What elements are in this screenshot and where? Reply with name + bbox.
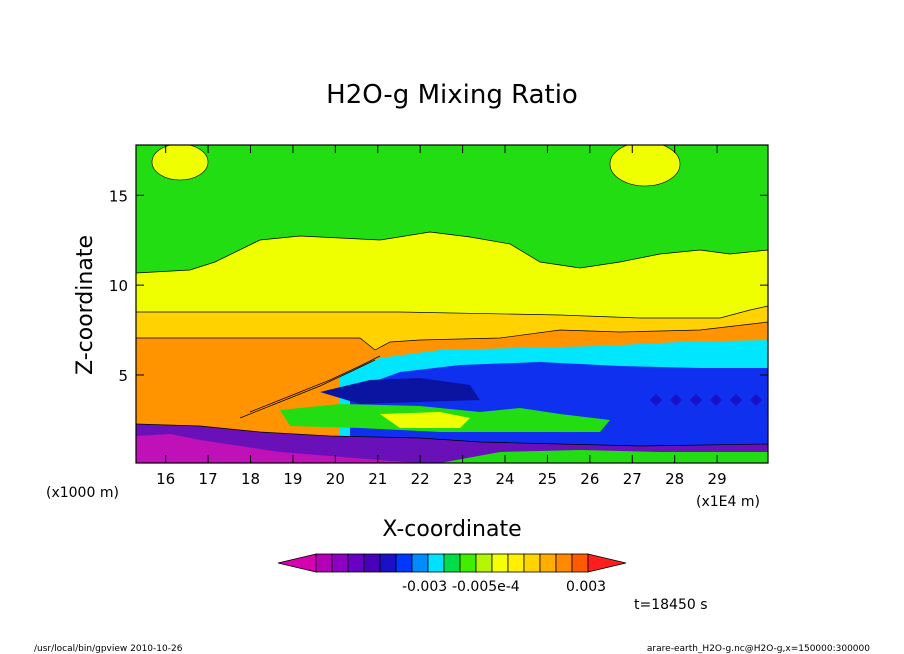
plot-area <box>136 145 768 463</box>
colorbar-arrow-low <box>277 553 317 573</box>
footer-right: arare-earth_H2O-g.nc@H2O-g,x=150000:3000… <box>647 644 870 654</box>
x-tick-label: 20 <box>326 470 345 488</box>
x-axis: 16 17 18 19 20 21 22 23 24 25 26 27 28 29 <box>156 145 727 488</box>
x-tick-label: 17 <box>199 470 218 488</box>
colorbar-segment <box>507 553 525 573</box>
x-units-label: (x1E4 m) <box>696 494 760 510</box>
y-axis-label: Z-coordinate <box>73 235 98 375</box>
time-label: t=18450 s <box>634 597 708 613</box>
x-tick-label: 16 <box>156 470 175 488</box>
band-bottom-green <box>440 450 768 463</box>
x-tick-label: 26 <box>580 470 599 488</box>
colorbar-segment <box>347 553 365 573</box>
x-tick-label: 25 <box>538 470 557 488</box>
x-tick-label: 28 <box>665 470 684 488</box>
colorbar-segment <box>459 553 477 573</box>
y-tick-label: 5 <box>118 367 128 385</box>
chart-title: H2O-g Mixing Ratio <box>326 80 578 110</box>
plot-frame <box>135 144 769 464</box>
colorbar-segment <box>379 553 397 573</box>
x-tick-label: 24 <box>495 470 514 488</box>
x-tick-label: 22 <box>411 470 430 488</box>
colorbar-segment <box>411 553 429 573</box>
y-tick-label: 10 <box>109 277 128 295</box>
x-tick-label: 27 <box>623 470 642 488</box>
colorbar-segment <box>571 553 589 573</box>
colorbar-segment <box>555 553 573 573</box>
colorbar-segment <box>331 553 349 573</box>
colorbar-segment <box>443 553 461 573</box>
colorbar-segment <box>539 553 557 573</box>
x-tick-label: 19 <box>283 470 302 488</box>
patch-yellow-top-right <box>609 145 681 187</box>
colorbar-arrow-high <box>587 553 627 573</box>
patch-yellow-top-left <box>151 145 209 181</box>
x-tick-label: 23 <box>453 470 472 488</box>
contour-lines <box>136 231 768 447</box>
band-navy <box>320 378 480 404</box>
footer-left: /usr/local/bin/gpview 2010-10-26 <box>34 644 183 654</box>
y-axis: 5 10 15 <box>109 187 768 385</box>
colorbar-label-low: -0.003 <box>402 579 447 595</box>
colorbar-segment <box>395 553 413 573</box>
band-magenta <box>136 434 420 463</box>
y-tick-label: 15 <box>109 187 128 205</box>
colorbar-segment <box>427 553 445 573</box>
colorbar-segment <box>491 553 509 573</box>
colorbar <box>277 553 627 573</box>
band-lower-yellow <box>380 412 470 428</box>
x-axis-label: X-coordinate <box>382 517 521 542</box>
colorbar-label-mid: -0.005e-4 <box>452 579 520 595</box>
x-tick-label: 29 <box>708 470 727 488</box>
x-tick-label: 21 <box>368 470 387 488</box>
colorbar-segment <box>363 553 381 573</box>
colorbar-segment <box>315 553 333 573</box>
colorbar-segment <box>475 553 493 573</box>
diamond-cells <box>650 394 762 406</box>
colorbar-label-high: 0.003 <box>566 579 606 595</box>
colorbar-segment <box>523 553 541 573</box>
x-tick-label: 18 <box>241 470 260 488</box>
y-units-label: (x1000 m) <box>46 485 119 501</box>
